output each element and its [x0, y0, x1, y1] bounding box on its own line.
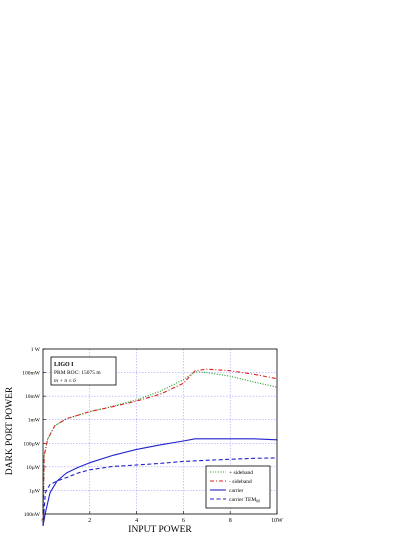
annotation-title: LIGO I: [54, 362, 74, 368]
y-tick-label: 100nW: [24, 512, 41, 518]
legend-label-carrier-tem00-sub: 00: [256, 500, 260, 504]
legend-label-carrier: carrier: [229, 488, 244, 494]
plot-series: [42, 368, 278, 526]
y-tick-label: 100µW: [23, 441, 40, 447]
y-tick-label: 1 W: [31, 347, 41, 353]
legend: + sideband - sideband carrier carrier TE…: [205, 465, 271, 509]
series-line-0: [42, 371, 278, 526]
legend-frame: [205, 465, 271, 509]
y-tick-label: 10µW: [26, 465, 41, 471]
x-tick-label: 8: [229, 518, 232, 524]
legend-label-carrier-tem00: carrier TEM00: [229, 497, 260, 504]
annotation-line-2: m + n ≤ 6: [54, 378, 76, 384]
legend-label-plus-sideband: + sideband: [229, 470, 253, 476]
x-tick-label: 0: [42, 518, 45, 524]
series-line-1: [42, 368, 278, 526]
legend-label-carrier-tem00-main: carrier TEM: [229, 497, 256, 503]
y-axis-label: DARK PORT POWER: [5, 386, 15, 475]
series-line-2: [42, 438, 278, 526]
x-tick-label: 6: [182, 518, 185, 524]
annotation-line-1: PRM ROC: 15075 m: [54, 370, 101, 376]
x-tick-label: 2: [88, 518, 91, 524]
annotation-box: LIGO I PRM ROC: 15075 m m + n ≤ 6: [50, 356, 117, 386]
y-tick-label: 10mW: [25, 394, 41, 400]
y-tick-label: 1µW: [29, 488, 41, 494]
x-axis-label: INPUT POWER: [128, 525, 192, 535]
y-tick-label: 100mW: [22, 371, 41, 377]
x-tick-label: 4: [135, 518, 138, 524]
series-line-3: [42, 457, 278, 526]
plot-frame: [42, 348, 278, 515]
annotation-frame: [50, 356, 117, 386]
legend-label-minus-sideband: - sideband: [229, 479, 252, 485]
axis-ticks: 0 2 4 6 8 10W 1 W 100mW 10mW 1mW 100µW 10µW 1µW 100nW: [22, 347, 283, 524]
x-tick-label: 10W: [271, 518, 283, 524]
y-tick-label: 1mW: [28, 418, 41, 424]
